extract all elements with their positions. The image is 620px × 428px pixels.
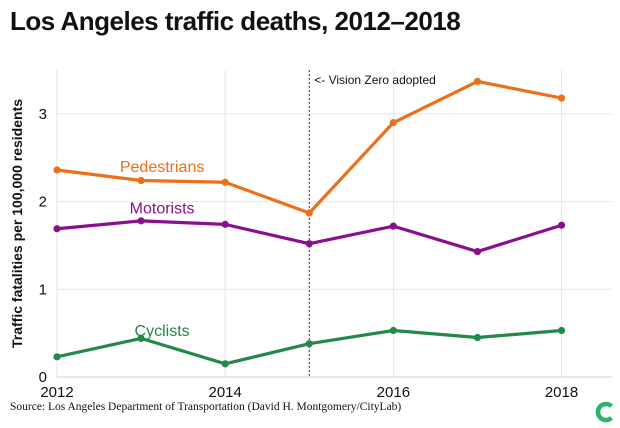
point-motorists-2017 xyxy=(473,247,482,256)
series-lines xyxy=(53,77,566,368)
point-motorists-2016 xyxy=(389,222,397,230)
source-note: Source: Los Angeles Department of Transp… xyxy=(10,401,402,413)
point-cyclists-2013 xyxy=(137,334,145,343)
point-pedestrians-2014 xyxy=(221,178,229,186)
citylab-logo-icon xyxy=(595,401,614,423)
point-motorists-2012 xyxy=(53,225,61,233)
point-motorists-2015 xyxy=(305,240,313,248)
x-tick-label: 2016 xyxy=(377,384,410,401)
point-pedestrians-2015 xyxy=(305,209,313,217)
point-pedestrians-2017 xyxy=(473,77,482,86)
series-label-motorists: Motorists xyxy=(130,201,195,218)
point-pedestrians-2012 xyxy=(53,166,61,174)
y-tick-label: 1 xyxy=(39,281,47,298)
series-labels: Pedestrians Motorists Cyclists xyxy=(120,159,205,340)
point-pedestrians-2016 xyxy=(389,119,397,127)
x-tick-label: 2018 xyxy=(545,384,578,401)
vision-zero-label: <- Vision Zero adopted xyxy=(314,73,436,87)
x-tick-label: 2014 xyxy=(208,384,241,401)
y-axis-title: Traffic fatalities per 100,000 residents xyxy=(9,99,25,348)
point-pedestrians-2013 xyxy=(137,176,145,185)
point-cyclists-2012 xyxy=(53,353,61,361)
y-tick-label: 0 xyxy=(39,369,47,386)
point-motorists-2018 xyxy=(557,221,566,229)
x-tick-label: 2012 xyxy=(40,384,73,401)
series-label-cyclists: Cyclists xyxy=(135,323,190,340)
point-cyclists-2015 xyxy=(305,340,313,348)
point-pedestrians-2018 xyxy=(557,94,566,102)
y-tick-label: 3 xyxy=(39,106,47,123)
y-tick-label: 2 xyxy=(39,194,47,211)
point-cyclists-2014 xyxy=(221,360,229,368)
point-cyclists-2016 xyxy=(389,326,397,335)
point-cyclists-2018 xyxy=(557,326,566,335)
point-motorists-2014 xyxy=(221,220,229,228)
annotation-group: <- Vision Zero adopted xyxy=(308,70,436,377)
axes: 0 1 2 3 2012 2014 2016 2018 Traffic fatalities p… xyxy=(9,99,612,401)
series-label-pedestrians: Pedestrians xyxy=(120,159,205,176)
point-cyclists-2017 xyxy=(473,333,482,342)
chart-title: Los Angeles traffic deaths, 2012–2018 xyxy=(10,6,461,36)
point-motorists-2013 xyxy=(137,217,145,225)
